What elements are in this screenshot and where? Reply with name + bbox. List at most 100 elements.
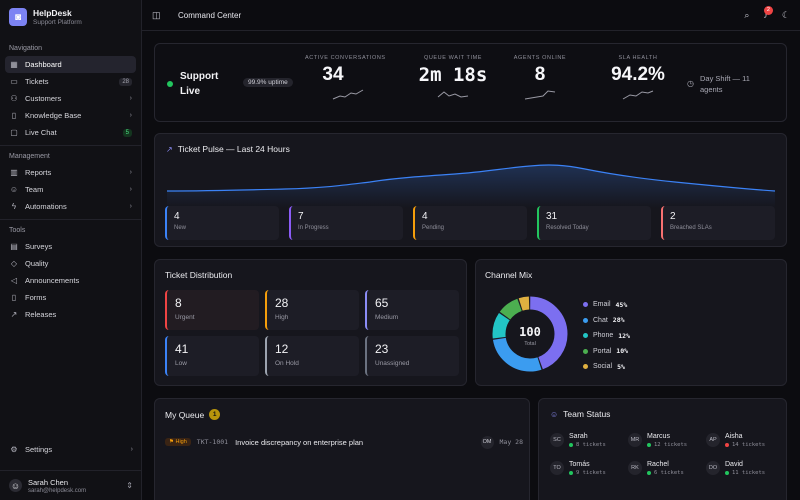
shield-icon: ◇	[10, 259, 18, 268]
sidebar-item-knowledge-base[interactable]: ▯ Knowledge Base ›	[5, 107, 136, 124]
avatar: MR	[628, 433, 642, 447]
legend-value: 12%	[618, 331, 630, 340]
moon-icon[interactable]: ☾	[781, 9, 790, 20]
sidebar-item-announcements[interactable]: ◁ Announcements	[5, 272, 136, 289]
user-menu[interactable]: ☺ Sarah Chen sarah@helpdesk.com ⇕	[0, 470, 142, 500]
sidebar-item-label: Team	[25, 185, 44, 194]
card-title: My Queue	[165, 409, 205, 420]
dist-label: Urgent	[175, 314, 195, 321]
pulse-line-chart	[166, 164, 776, 208]
member-name: Sarah	[569, 432, 588, 440]
avatar: AP	[706, 433, 720, 447]
uptime-badge: 99.9% uptime	[243, 78, 293, 87]
status-dot	[725, 442, 729, 447]
stat-label: Breached SLAs	[670, 225, 712, 231]
card-title: Team Status	[563, 409, 611, 419]
stat-pending[interactable]: 4 Pending	[413, 206, 527, 240]
sidebar-toggle-icon[interactable]: ◫	[152, 9, 161, 20]
team-member[interactable]: DO David 11 tickets	[706, 457, 784, 479]
stat-label: Resolved Today	[546, 225, 589, 231]
team-member[interactable]: RK Rachel 6 tickets	[628, 457, 706, 479]
sidebar-item-releases[interactable]: ↗ Releases	[5, 306, 136, 323]
sparkline	[524, 90, 556, 100]
dist-value: 23	[375, 342, 389, 356]
search-icon[interactable]: ⌕	[744, 9, 750, 20]
status-dot	[647, 442, 651, 447]
dist-label: Low	[175, 360, 187, 367]
dist-urgent[interactable]: 8 Urgent	[165, 290, 259, 330]
tickets-count-badge: 28	[119, 77, 132, 86]
sidebar-item-label: Customers	[25, 94, 62, 103]
sidebar-item-label: Settings	[25, 445, 53, 454]
queue-row[interactable]: ⚑ High TKT-1001 Invoice discrepancy on e…	[165, 435, 523, 449]
sidebar-item-label: Surveys	[25, 242, 53, 251]
sidebar: ◙ HelpDesk Support Platform Navigation ▦…	[0, 0, 142, 500]
sidebar-item-settings[interactable]: ⚙ Settings ›	[5, 441, 137, 458]
dist-unassigned[interactable]: 23 Unassigned	[365, 336, 459, 376]
assignee-avatar: OM	[480, 435, 494, 449]
sidebar-item-label: Tickets	[25, 77, 49, 86]
donut-total-label: Total	[524, 341, 536, 347]
bell-icon[interactable]: ♪ 2	[763, 6, 773, 20]
sparkline	[622, 90, 654, 100]
dist-medium[interactable]: 65 Medium	[365, 290, 459, 330]
app-subtitle: Support Platform	[33, 19, 82, 26]
donut-slice-chat	[492, 296, 568, 372]
sidebar-item-tickets[interactable]: ▭ Tickets 28	[5, 73, 136, 90]
priority-badge: ⚑ High	[165, 438, 191, 446]
kpi-active-conversations: ACTIVE CONVERSATIONS 34	[305, 55, 391, 100]
kpi-value: 34	[322, 64, 344, 85]
legend-label: Chat	[593, 316, 608, 324]
team-member[interactable]: SC Sarah 8 tickets	[550, 429, 628, 451]
sidebar-item-forms[interactable]: ▯ Forms	[5, 289, 136, 306]
dist-label: Medium	[375, 314, 399, 321]
sidebar-item-label: Automations	[25, 202, 67, 211]
sidebar-item-surveys[interactable]: ▤ Surveys	[5, 238, 136, 255]
brand[interactable]: ◙ HelpDesk Support Platform	[0, 0, 141, 34]
stat-value: 7	[298, 211, 304, 222]
legend-label: Email	[593, 301, 611, 309]
sidebar-item-team[interactable]: ☺ Team ›	[5, 181, 136, 198]
team-icon: ☺	[550, 409, 559, 419]
legend-dot	[583, 317, 588, 323]
sidebar-item-live-chat[interactable]: ▢ Live Chat 5	[5, 124, 136, 141]
card-title: Channel Mix	[485, 270, 533, 280]
legend-dot	[583, 302, 588, 308]
chevron-right-icon: ›	[130, 446, 133, 453]
sidebar-item-customers[interactable]: ⚇ Customers ›	[5, 90, 136, 107]
clipboard-icon: ▤	[10, 242, 18, 251]
member-tickets: 6 tickets	[654, 469, 684, 476]
stat-value: 4	[422, 211, 428, 222]
legend-label: Phone	[593, 332, 614, 340]
member-tickets: 8 tickets	[576, 441, 606, 448]
stat-breached-slas[interactable]: 2 Breached SLAs	[661, 206, 775, 240]
dist-high[interactable]: 28 High	[265, 290, 359, 330]
trend-icon: ↗	[166, 144, 173, 154]
status-dot	[725, 470, 729, 475]
sidebar-item-label: Knowledge Base	[25, 111, 82, 120]
sidebar-item-dashboard[interactable]: ▦ Dashboard	[5, 56, 136, 73]
sidebar-item-reports[interactable]: ▥ Reports ›	[5, 164, 136, 181]
sidebar-item-quality[interactable]: ◇ Quality	[5, 255, 136, 272]
dist-on-hold[interactable]: 12 On Hold	[265, 336, 359, 376]
notification-badge: 2	[763, 6, 773, 15]
user-name: Sarah Chen	[28, 477, 69, 487]
legend-item-email: Email 45%	[583, 297, 630, 313]
chat-icon: ▢	[10, 128, 18, 137]
stat-in-progress[interactable]: 7 In Progress	[289, 206, 403, 240]
sidebar-item-label: Dashboard	[25, 60, 62, 69]
team-member[interactable]: MR Marcus 12 tickets	[628, 429, 706, 451]
stat-value: 4	[174, 211, 180, 222]
legend-value: 45%	[615, 300, 628, 309]
dist-low[interactable]: 41 Low	[165, 336, 259, 376]
kpi-value: 8	[534, 64, 546, 85]
section-label-navigation: Navigation	[9, 45, 43, 52]
gear-icon: ⚙	[10, 445, 18, 454]
sidebar-item-automations[interactable]: ϟ Automations ›	[5, 198, 136, 215]
stat-resolved-today[interactable]: 31 Resolved Today	[537, 206, 651, 240]
team-member[interactable]: TO Tomás 9 tickets	[550, 457, 628, 479]
legend-dot	[583, 364, 588, 370]
stat-new[interactable]: 4 New	[165, 206, 279, 240]
ticket-date: May 28	[499, 438, 523, 446]
team-member[interactable]: AP Aisha 14 tickets	[706, 429, 784, 451]
